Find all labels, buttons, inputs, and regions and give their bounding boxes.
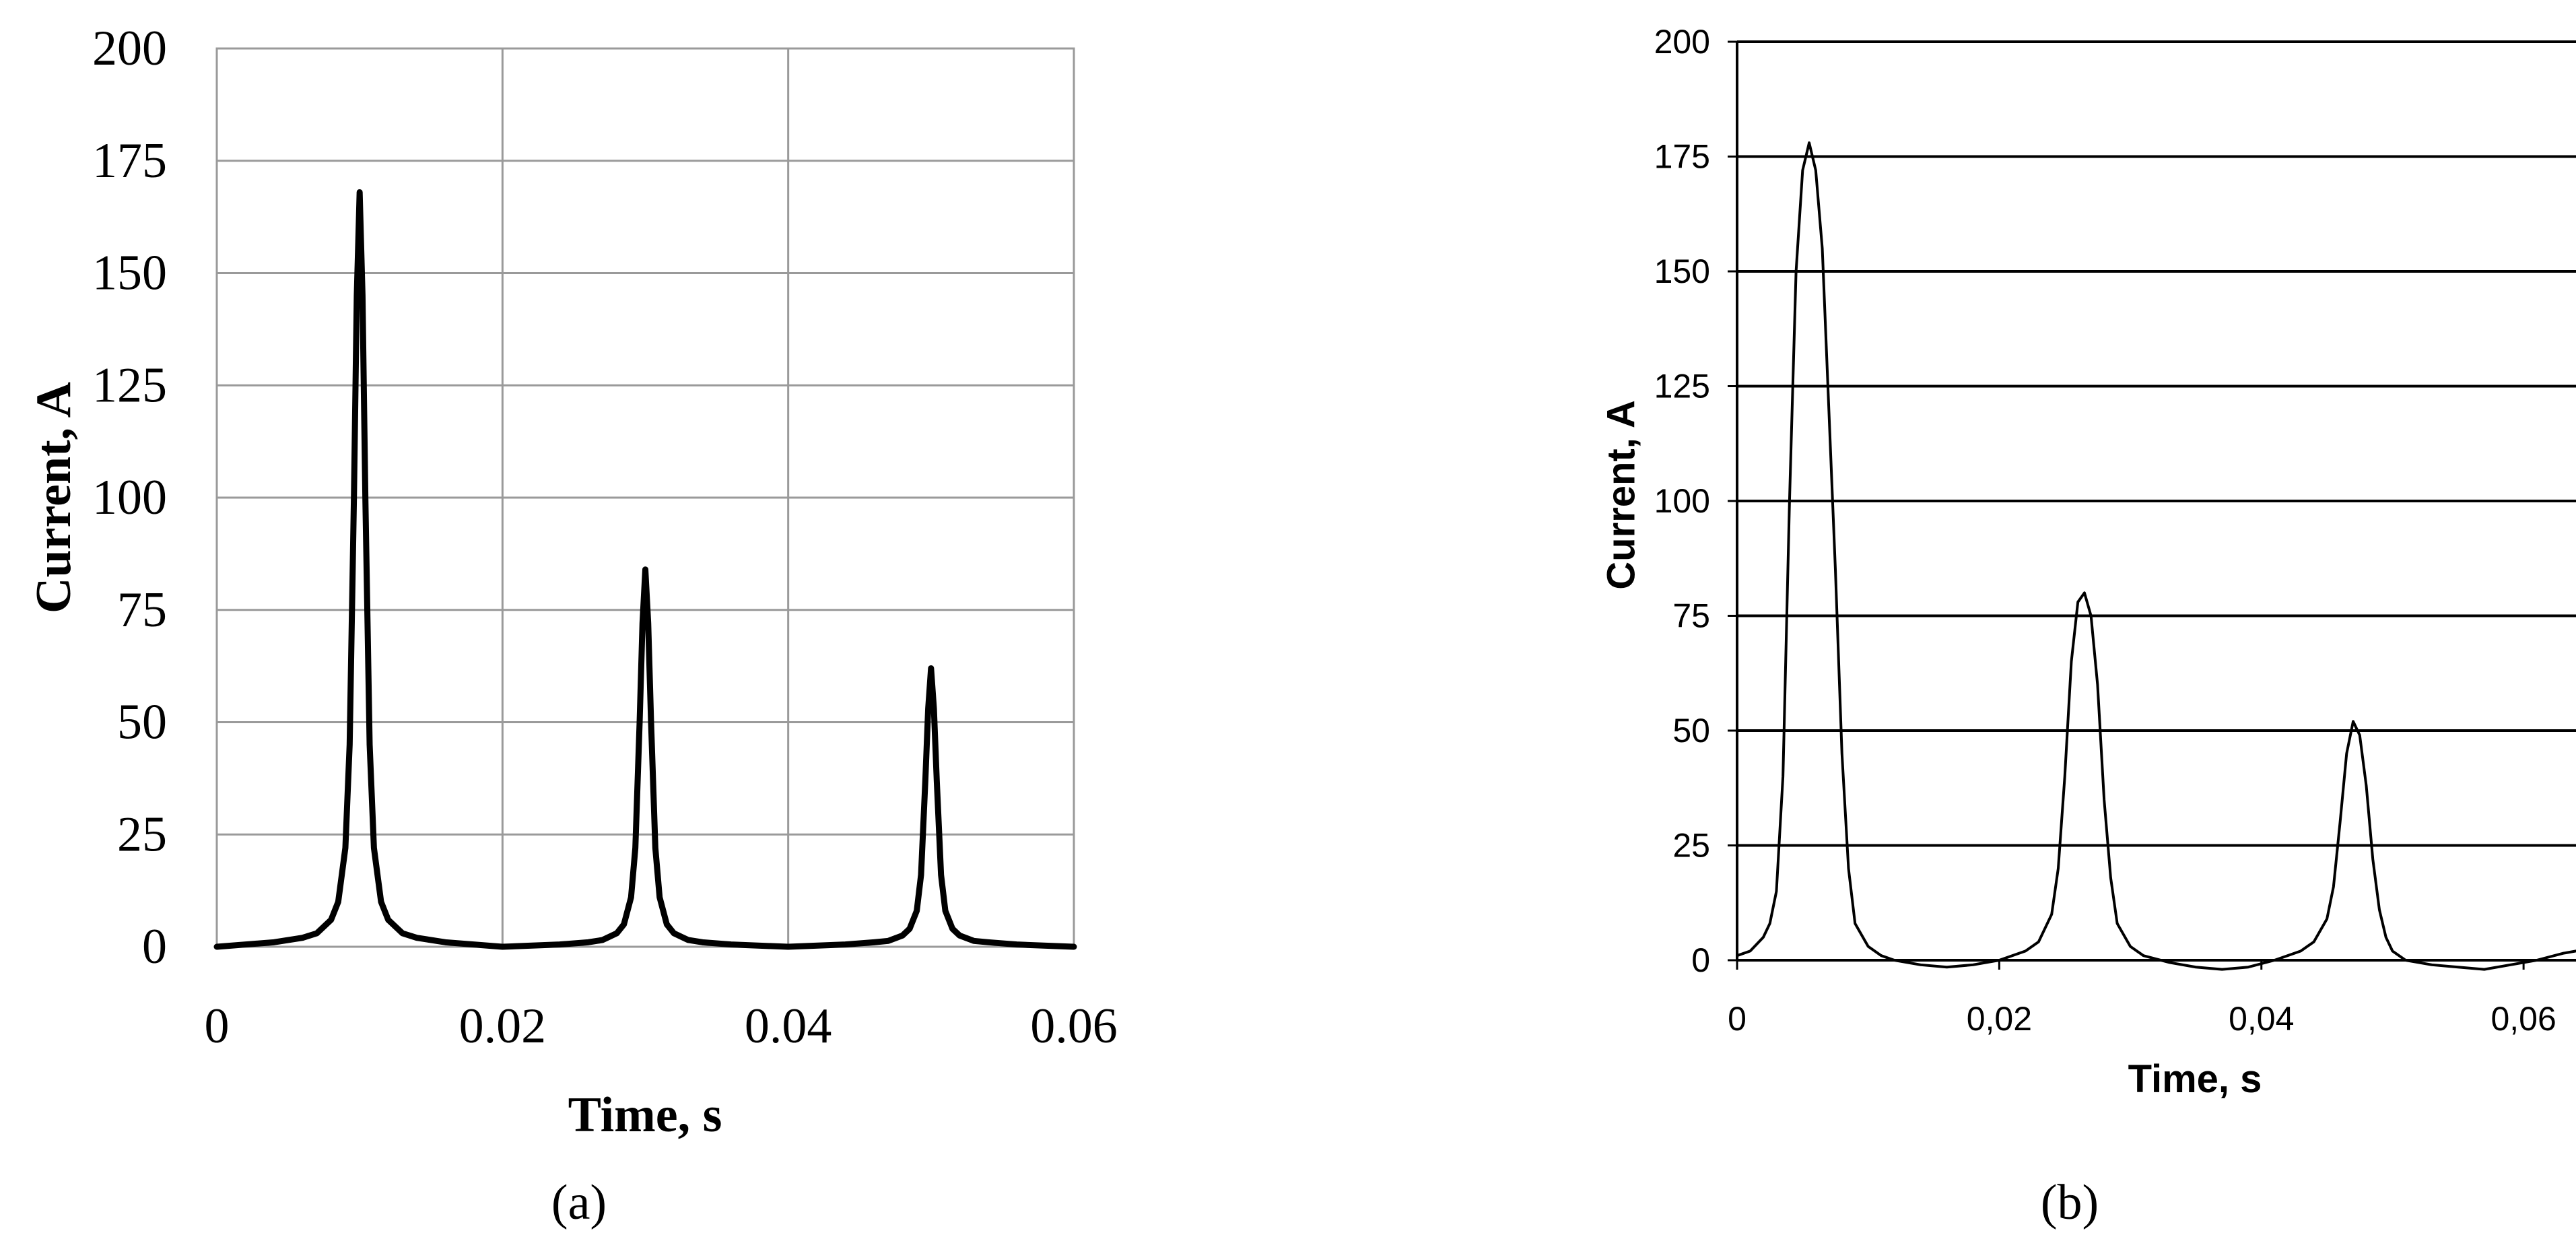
y-tick-label: 150 [1654, 253, 1710, 290]
x-tick-label: 0 [1728, 1000, 1747, 1038]
y-tick-label: 75 [1672, 597, 1710, 635]
x-axis-label: Time, s [568, 1087, 722, 1143]
x-tick-label: 0,02 [1967, 1000, 2032, 1038]
panel-label: (a) [551, 1175, 607, 1230]
y-tick-label: 175 [1654, 138, 1710, 176]
series-line [1736, 141, 2576, 971]
chart-b: 0 25 50 75 100 125 150 175 200 0 0,02 0,04 0,06 Time,… [1600, 23, 2576, 1230]
panel-label: (b) [2041, 1175, 2099, 1230]
y-tick-label: 25 [117, 807, 167, 862]
y-tick-label: 50 [117, 695, 167, 750]
x-axis-label: Time, s [2128, 1057, 2262, 1101]
y-tick-label: 100 [92, 470, 167, 525]
chart-a: 0 25 50 75 100 125 150 175 200 0 0.02 0.04 0.06 Time,… [26, 21, 1118, 1230]
y-tick-label: 50 [1672, 712, 1710, 749]
y-tick-label: 200 [1654, 23, 1710, 61]
y-tick-label: 75 [117, 582, 167, 638]
y-tick-label: 25 [1672, 827, 1710, 865]
y-axis-label: Current, A [26, 382, 81, 613]
y-tick-label: 125 [1654, 368, 1710, 405]
y-tick-label: 0 [1691, 941, 1710, 979]
x-tick-label: 0.02 [459, 999, 547, 1054]
x-tick-label: 0 [205, 999, 230, 1054]
y-tick-label: 150 [92, 246, 167, 301]
x-tick-label: 0.04 [745, 999, 832, 1054]
y-tick-label: 175 [92, 133, 167, 189]
x-tick-label: 0,06 [2490, 1000, 2556, 1038]
y-tick-label: 100 [1654, 482, 1710, 520]
y-tick-label: 0 [142, 919, 167, 974]
x-tick-label: 0.06 [1030, 999, 1118, 1054]
plot-frame [215, 47, 1075, 948]
series-line [213, 189, 1077, 950]
y-tick-label: 125 [92, 358, 167, 413]
x-tick-label: 0,04 [2229, 1000, 2294, 1038]
y-tick-label: 200 [92, 21, 167, 76]
y-axis-label: Current, A [1600, 400, 1643, 589]
